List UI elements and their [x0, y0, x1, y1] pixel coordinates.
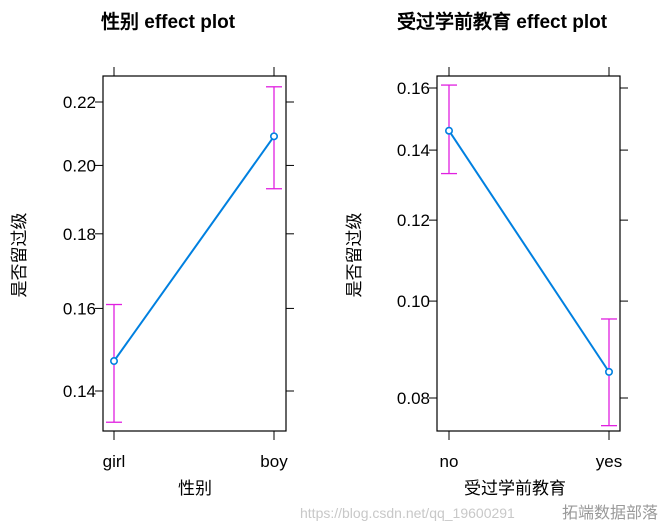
y-axis-label: 是否留过级: [345, 213, 364, 298]
data-point: [444, 126, 453, 135]
chart-title: 受过学前教育 effect plot: [397, 10, 608, 33]
plot-frame: [436, 75, 621, 432]
effect-line: [113, 135, 275, 362]
data-point: [110, 357, 119, 366]
data-point: [269, 132, 278, 141]
x-tick-label: boy: [260, 452, 288, 471]
effect-line: [448, 130, 610, 373]
watermark-url: https://blog.csdn.net/qq_19600291: [300, 505, 515, 521]
y-tick-label: 0.14: [397, 141, 430, 160]
y-axis-label: 是否留过级: [10, 213, 29, 298]
x-tick-label: girl: [103, 452, 126, 471]
y-tick-label: 0.16: [63, 299, 96, 318]
y-tick-label: 0.14: [63, 382, 96, 401]
x-axis-label: 性别: [178, 479, 212, 498]
data-point: [604, 367, 613, 376]
y-tick-label: 0.20: [63, 156, 96, 175]
y-tick-label: 0.22: [63, 93, 96, 112]
y-tick-label: 0.10: [397, 292, 430, 311]
y-tick-label: 0.12: [397, 211, 430, 230]
x-axis-label: 受过学前教育: [464, 479, 566, 498]
chart-title: 性别 effect plot: [101, 10, 236, 33]
y-tick-label: 0.08: [397, 389, 430, 408]
y-tick-label: 0.18: [63, 225, 96, 244]
plot-frame: [102, 75, 287, 432]
watermark-text: 拓端数据部落: [562, 504, 658, 522]
y-tick-label: 0.16: [397, 79, 430, 98]
x-tick-label: no: [440, 452, 459, 471]
x-tick-label: yes: [596, 452, 622, 471]
